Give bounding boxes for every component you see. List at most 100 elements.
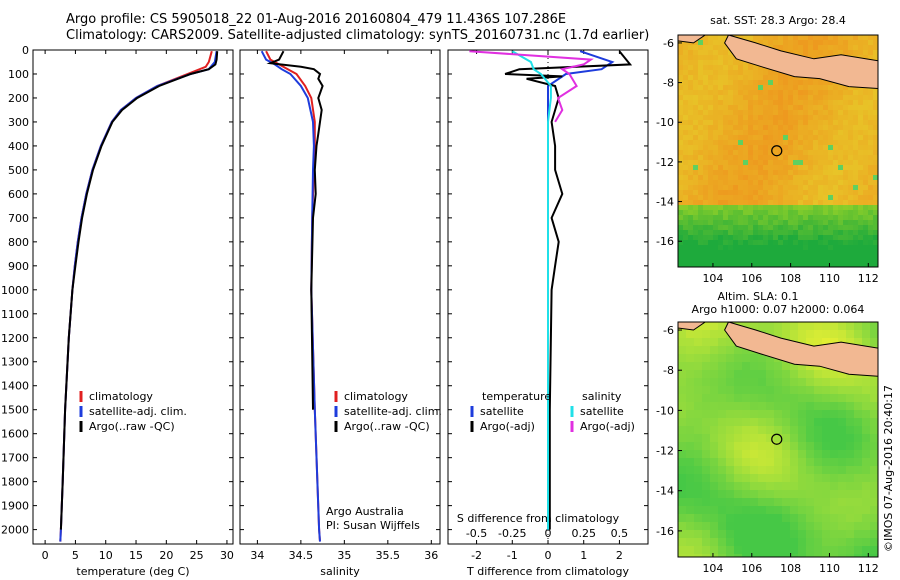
map-cell — [718, 506, 727, 515]
map-cell — [868, 45, 874, 51]
map-cell — [693, 65, 699, 71]
map-cell — [718, 225, 724, 231]
map-cell — [698, 55, 704, 61]
map-cell — [838, 394, 847, 403]
map-cell — [718, 35, 724, 41]
map-cell — [688, 155, 694, 161]
map-cell — [773, 35, 779, 41]
map-cell — [713, 200, 719, 206]
map-cell — [693, 80, 699, 86]
map-cell — [726, 474, 735, 483]
map-cell — [710, 538, 719, 547]
map-cell — [678, 250, 684, 256]
map-cell — [783, 265, 789, 267]
map-cell — [798, 466, 807, 475]
map-cell — [782, 426, 791, 435]
map-cell — [803, 105, 809, 111]
map-cell — [766, 498, 775, 507]
map-cell — [683, 45, 689, 51]
map-cell — [708, 215, 714, 221]
map-cell — [726, 386, 735, 395]
map-cell — [774, 362, 783, 371]
map-cell — [843, 190, 849, 196]
figure-title-line2: Climatology: CARS2009. Satellite-adjuste… — [66, 28, 650, 43]
map-cell — [788, 85, 794, 91]
map-cell — [870, 418, 878, 427]
map-cell — [734, 394, 743, 403]
map-cell — [778, 90, 784, 96]
map-cell — [713, 240, 719, 246]
map-cell — [862, 322, 871, 331]
map-cell — [748, 85, 754, 91]
map-cell — [683, 220, 689, 226]
map-cell — [713, 145, 719, 151]
map-cell — [703, 40, 709, 46]
map-cell — [778, 200, 784, 206]
map-cell — [843, 90, 849, 96]
map-cell — [718, 482, 727, 491]
map-cell — [758, 370, 767, 379]
map-cell — [798, 140, 804, 146]
x-tick-label: 110 — [819, 272, 840, 285]
map-cell — [703, 90, 709, 96]
map-cell — [808, 245, 814, 251]
map-cell — [848, 140, 854, 146]
map-cell — [683, 40, 689, 46]
map-cell — [723, 240, 729, 246]
map-cell — [798, 450, 807, 459]
map-cell — [873, 200, 878, 206]
map-cell — [853, 235, 859, 241]
map-cell — [838, 245, 844, 251]
y-tick-label: 200 — [8, 92, 29, 105]
map-cell — [833, 255, 839, 261]
map-cell — [863, 210, 869, 216]
map-cell — [823, 130, 829, 136]
map-cell — [758, 175, 764, 181]
map-cell — [774, 546, 783, 555]
map-cell — [798, 458, 807, 467]
map-cell — [678, 215, 684, 221]
map-cell — [862, 418, 871, 427]
map-cell — [818, 135, 824, 141]
map-cell — [733, 195, 739, 201]
map-cell — [743, 100, 749, 106]
map-cell — [843, 135, 849, 141]
map-cell — [808, 50, 814, 56]
map-cell — [723, 55, 729, 61]
map-cell — [713, 75, 719, 81]
map-cell — [774, 394, 783, 403]
map-cell — [683, 65, 689, 71]
map-cell — [743, 85, 749, 91]
map-cell — [766, 482, 775, 491]
map-cell — [790, 378, 799, 387]
map-cell — [678, 170, 684, 176]
map-cell — [808, 260, 814, 266]
map-cell — [723, 250, 729, 256]
map-cell — [798, 40, 804, 46]
map-cell — [823, 185, 829, 191]
map-cell — [742, 322, 751, 331]
y-tick-label: 800 — [8, 236, 29, 249]
map-cell — [688, 60, 694, 66]
map-cell — [788, 35, 794, 41]
map-cell — [854, 514, 863, 523]
map-cell — [698, 40, 704, 46]
map-cell — [848, 155, 854, 161]
map-cell — [734, 554, 743, 557]
map-cell — [703, 265, 709, 267]
map-cell — [828, 125, 834, 131]
map-cell — [694, 506, 703, 515]
map-cell — [683, 210, 689, 216]
map-cell — [678, 165, 684, 171]
map-cell — [823, 175, 829, 181]
map-cell — [828, 250, 834, 256]
map-cell — [742, 490, 751, 499]
map-cell — [818, 150, 824, 156]
map-cell — [723, 80, 729, 86]
map-cell — [733, 185, 739, 191]
map-cell — [702, 554, 711, 557]
map-cell — [862, 538, 871, 547]
map-cell — [798, 75, 804, 81]
map-cell — [838, 546, 847, 555]
map-cell — [763, 140, 769, 146]
